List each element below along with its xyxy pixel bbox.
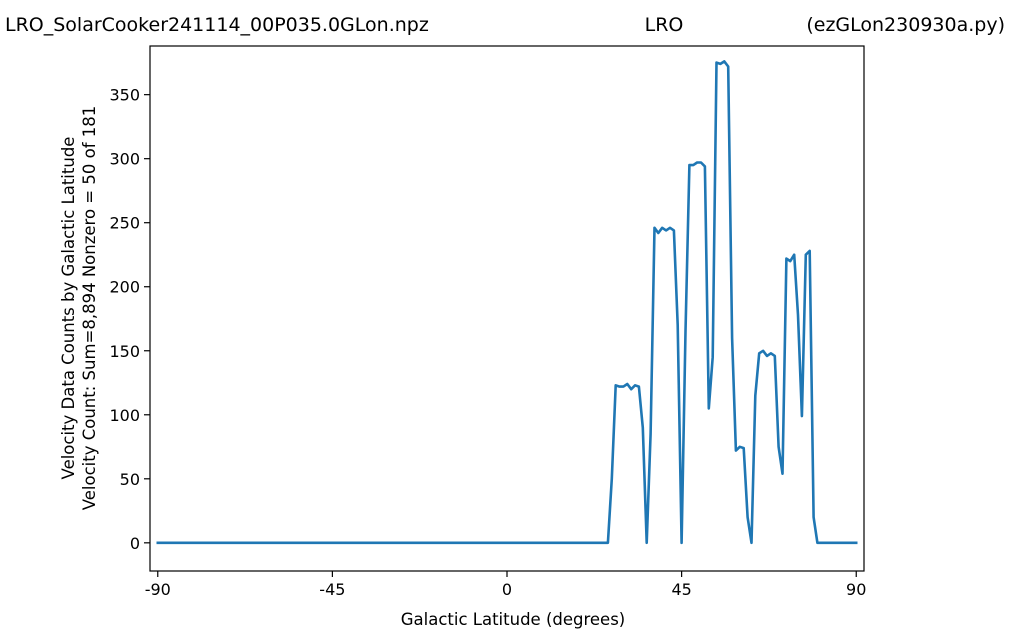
y-axis-label-line1: Velocity Data Counts by Galactic Latitud… — [59, 137, 78, 480]
plot-frame — [149, 45, 865, 572]
y-tick-label: 150 — [109, 342, 140, 361]
x-tick-label: -45 — [319, 580, 345, 599]
x-tick-label: -90 — [145, 580, 171, 599]
y-axis-ticks: 0 50 100 150 200 250 300 350 — [109, 86, 150, 553]
y-tick-label: 0 — [130, 534, 140, 553]
x-axis-ticks: -90 -45 0 45 90 — [145, 571, 866, 599]
y-tick-label: 250 — [109, 214, 140, 233]
y-tick-label: 350 — [109, 86, 140, 105]
x-axis-label: Galactic Latitude (degrees) — [401, 610, 625, 629]
series-line — [156, 60, 858, 545]
y-tick-label: 50 — [120, 470, 140, 489]
y-tick-label: 100 — [109, 406, 140, 425]
x-tick-label: 0 — [502, 580, 512, 599]
header-observatory: LRO — [645, 14, 684, 36]
header-script: (ezGLon230930a.py) — [806, 14, 1005, 36]
y-tick-label: 300 — [109, 150, 140, 169]
plot-series — [156, 60, 858, 545]
y-tick-label: 200 — [109, 278, 140, 297]
x-tick-label: 90 — [846, 580, 866, 599]
y-axis-label-line2: Velocity Count: Sum=8,894 Nonzero = 50 o… — [80, 106, 99, 511]
header-filename: LRO_SolarCooker241114_00P035.0GLon.npz — [5, 14, 429, 36]
x-tick-label: 45 — [671, 580, 691, 599]
